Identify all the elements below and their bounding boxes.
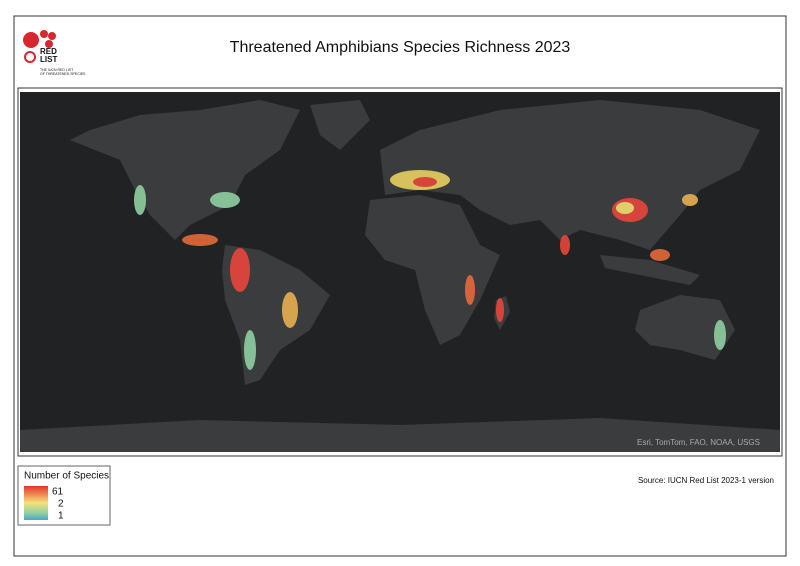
source: Source: IUCN Red List 2023-1 version — [638, 476, 774, 485]
title: Threatened Amphibians Species Richness 2… — [230, 39, 571, 56]
logo: RED LIST THE IUCN RED LIST OF THREATENED… — [23, 30, 86, 76]
logo-mark: LIST — [40, 55, 57, 64]
logo-tagline: THE IUCN RED LIST — [40, 68, 74, 72]
legend-label: 2 — [58, 499, 64, 510]
legend-label: 1 — [58, 511, 64, 522]
map: Esri, TomTom, FAO, NOAA, USGS — [20, 92, 780, 452]
legend: Number of Species 61 2 1 — [17, 465, 111, 526]
legend-title: Number of Species — [24, 471, 109, 482]
legend-label: 61 — [52, 487, 64, 498]
legend-ramp — [24, 486, 48, 520]
logo-tagline: OF THREATENED SPECIES — [40, 72, 86, 76]
attribution: Esri, TomTom, FAO, NOAA, USGS — [637, 438, 760, 447]
logo-mark: RED — [40, 47, 57, 56]
